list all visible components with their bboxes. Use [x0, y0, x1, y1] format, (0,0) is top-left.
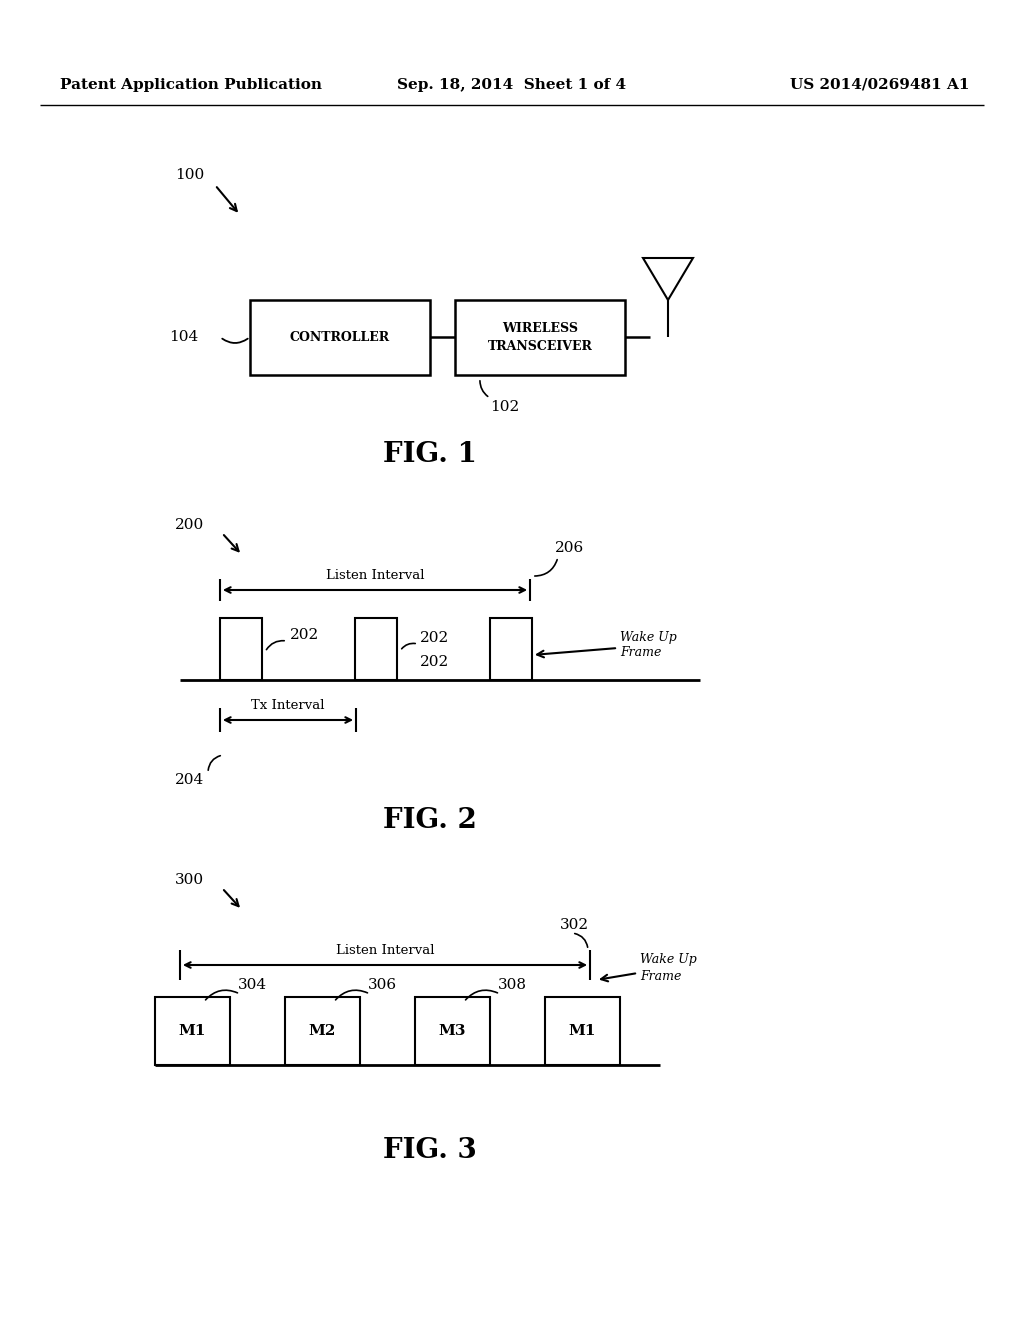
Text: 306: 306: [368, 978, 397, 993]
Text: Patent Application Publication: Patent Application Publication: [60, 78, 322, 92]
Text: M2: M2: [309, 1024, 336, 1038]
Bar: [155, 997, 230, 1065]
Text: 202: 202: [420, 655, 450, 669]
Text: Wake Up
Frame: Wake Up Frame: [640, 953, 696, 982]
Bar: [455, 300, 625, 375]
Text: Wake Up
Frame: Wake Up Frame: [620, 631, 677, 660]
Text: 206: 206: [555, 541, 585, 554]
Text: 104: 104: [169, 330, 198, 345]
Text: 304: 304: [238, 978, 267, 993]
Bar: [545, 997, 620, 1065]
Text: 202: 202: [420, 631, 450, 645]
Text: M1: M1: [568, 1024, 596, 1038]
Text: Sep. 18, 2014  Sheet 1 of 4: Sep. 18, 2014 Sheet 1 of 4: [397, 78, 627, 92]
Text: US 2014/0269481 A1: US 2014/0269481 A1: [791, 78, 970, 92]
Text: Listen Interval: Listen Interval: [326, 569, 424, 582]
Text: 300: 300: [175, 873, 204, 887]
Text: 200: 200: [175, 517, 204, 532]
Bar: [415, 997, 490, 1065]
Text: WIRELESS
TRANSCEIVER: WIRELESS TRANSCEIVER: [487, 322, 593, 352]
Text: Tx Interval: Tx Interval: [251, 700, 325, 711]
Text: Listen Interval: Listen Interval: [336, 944, 434, 957]
Text: FIG. 3: FIG. 3: [383, 1137, 477, 1163]
Text: 202: 202: [290, 628, 319, 642]
Text: 204: 204: [175, 774, 204, 787]
Text: CONTROLLER: CONTROLLER: [290, 331, 390, 345]
Text: 102: 102: [490, 400, 519, 414]
Text: M3: M3: [438, 1024, 466, 1038]
Text: 308: 308: [498, 978, 527, 993]
Bar: [490, 618, 532, 680]
Text: 100: 100: [175, 168, 204, 182]
Text: FIG. 2: FIG. 2: [383, 807, 477, 833]
Text: FIG. 1: FIG. 1: [383, 441, 477, 469]
Bar: [285, 997, 360, 1065]
Bar: [355, 618, 397, 680]
Text: 302: 302: [560, 917, 589, 932]
Bar: [250, 300, 430, 375]
Bar: [220, 618, 262, 680]
Text: M1: M1: [179, 1024, 206, 1038]
